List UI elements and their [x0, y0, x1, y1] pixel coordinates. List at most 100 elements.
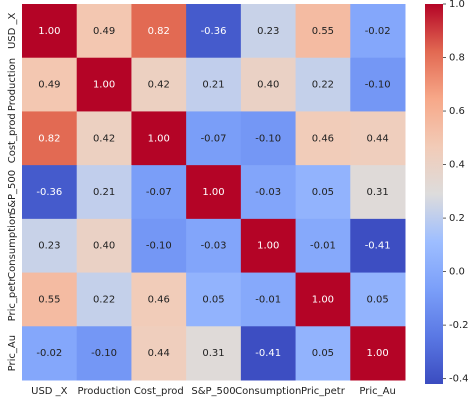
cell-label: -0.36 — [201, 26, 227, 37]
cell-label: 1.00 — [38, 26, 60, 37]
cell-label: 1.00 — [148, 133, 170, 144]
heatmap-cell — [350, 272, 406, 327]
cell-label: 1.00 — [93, 80, 115, 91]
colorbar-tick-label: 0.0 — [449, 267, 465, 278]
colorbar-tick-label: 0.8 — [449, 53, 465, 64]
cell-label: 0.22 — [93, 294, 115, 305]
heatmap-cell — [240, 165, 297, 220]
cell-label: 0.31 — [202, 348, 224, 359]
x-tick-label: USD _X — [31, 386, 68, 397]
cell-label: -0.01 — [310, 241, 336, 252]
colorbar-tick-label: 0.6 — [449, 106, 465, 117]
cell-label: 0.49 — [93, 26, 115, 37]
cell-label: 1.00 — [312, 294, 334, 305]
heatmap-cell — [350, 4, 406, 59]
heatmap-cell — [131, 111, 187, 166]
cell-label: 1.00 — [202, 187, 224, 198]
heatmap-cell — [186, 111, 242, 166]
cell-label: 0.42 — [148, 80, 170, 91]
colorbar-tick-label: -0.2 — [449, 320, 469, 331]
colorbar-tick-label: 0.2 — [449, 213, 465, 224]
cell-label: -0.10 — [91, 348, 117, 359]
heatmap-cell — [22, 326, 78, 381]
cell-label: -0.02 — [36, 348, 62, 359]
cell-label: -0.03 — [255, 187, 281, 198]
heatmap-cell — [350, 326, 406, 381]
heatmap-cell — [350, 57, 406, 112]
heatmap-cell — [186, 57, 242, 112]
heatmap-cell — [76, 57, 132, 112]
heatmap-cell — [76, 326, 132, 381]
cell-label: -0.41 — [365, 241, 391, 252]
cell-label: 0.82 — [38, 133, 60, 144]
heatmap-cell — [350, 218, 406, 274]
cell-label: -0.03 — [201, 241, 227, 252]
x-tick-label: Production — [77, 386, 130, 397]
heatmap-cell — [295, 57, 351, 112]
cell-label: 0.05 — [202, 294, 224, 305]
heatmap-cell — [76, 4, 132, 59]
cell-label: 0.23 — [38, 241, 60, 252]
heatmap-cell — [295, 111, 351, 166]
y-tick-label: Production — [7, 58, 18, 111]
cell-label: 0.05 — [312, 187, 334, 198]
heatmap-cell — [131, 165, 187, 220]
cell-label: 0.22 — [312, 80, 334, 91]
colorbar — [425, 4, 443, 384]
y-tick-label: Consumption — [7, 213, 18, 279]
heatmap-cell — [186, 218, 242, 274]
cell-label: -0.36 — [36, 187, 62, 198]
heatmap-cell — [295, 218, 351, 274]
heatmap-cell — [131, 4, 187, 59]
cell-label: 0.46 — [148, 294, 170, 305]
cell-label: -0.10 — [146, 241, 172, 252]
cell-label: -0.01 — [255, 294, 281, 305]
cell-label: 0.44 — [367, 133, 389, 144]
heatmap-cell — [22, 272, 78, 327]
heatmap-cell — [240, 111, 297, 166]
cell-label: 0.82 — [148, 26, 170, 37]
cell-label: -0.10 — [365, 80, 391, 91]
cell-label: 0.55 — [38, 294, 60, 305]
heatmap-cell — [22, 57, 78, 112]
heatmap-cell — [295, 165, 351, 220]
x-tick-label: Consumption — [235, 386, 301, 397]
cell-label: 0.46 — [312, 133, 334, 144]
heatmap-cell — [131, 57, 187, 112]
heatmap-cell — [76, 272, 132, 327]
heatmap-cell — [76, 218, 132, 274]
heatmap-cell — [131, 272, 187, 327]
heatmap-cell — [240, 272, 297, 327]
cell-label: -0.07 — [146, 187, 172, 198]
x-tick-label: Cost_prod — [134, 386, 184, 397]
heatmap-cell — [240, 218, 297, 274]
heatmap-cell — [131, 218, 187, 274]
cell-label: 0.31 — [367, 187, 389, 198]
cell-label: 0.49 — [38, 80, 60, 91]
heatmap-cell — [22, 218, 78, 274]
cell-label: 1.00 — [367, 348, 389, 359]
heatmap-cell — [186, 272, 242, 327]
y-tick-label: Pric_petr — [7, 277, 18, 322]
heatmap-cell — [186, 4, 242, 59]
heatmap-cell — [295, 272, 351, 327]
heatmap-cell — [186, 165, 242, 220]
cell-label: 0.40 — [257, 80, 279, 91]
cell-label: 0.21 — [93, 187, 115, 198]
cell-label: 0.23 — [257, 26, 279, 37]
colorbar-tick-label: 1.0 — [449, 0, 465, 10]
x-tick-label: Pric_Au — [359, 386, 395, 397]
cell-label: -0.10 — [255, 133, 281, 144]
heatmap-cell — [22, 111, 78, 166]
heatmap-cell — [22, 4, 78, 59]
heatmap-cell — [240, 326, 297, 381]
heatmap-cell — [186, 326, 242, 381]
cell-label: 0.21 — [202, 80, 224, 91]
cell-label: 0.42 — [93, 133, 115, 144]
heatmap-cell — [350, 165, 406, 220]
heatmap-cell — [295, 4, 351, 59]
cell-label: 0.55 — [312, 26, 334, 37]
cell-label: -0.02 — [365, 26, 391, 37]
heatmap-cell — [295, 326, 351, 381]
heatmap-cell — [350, 111, 406, 166]
